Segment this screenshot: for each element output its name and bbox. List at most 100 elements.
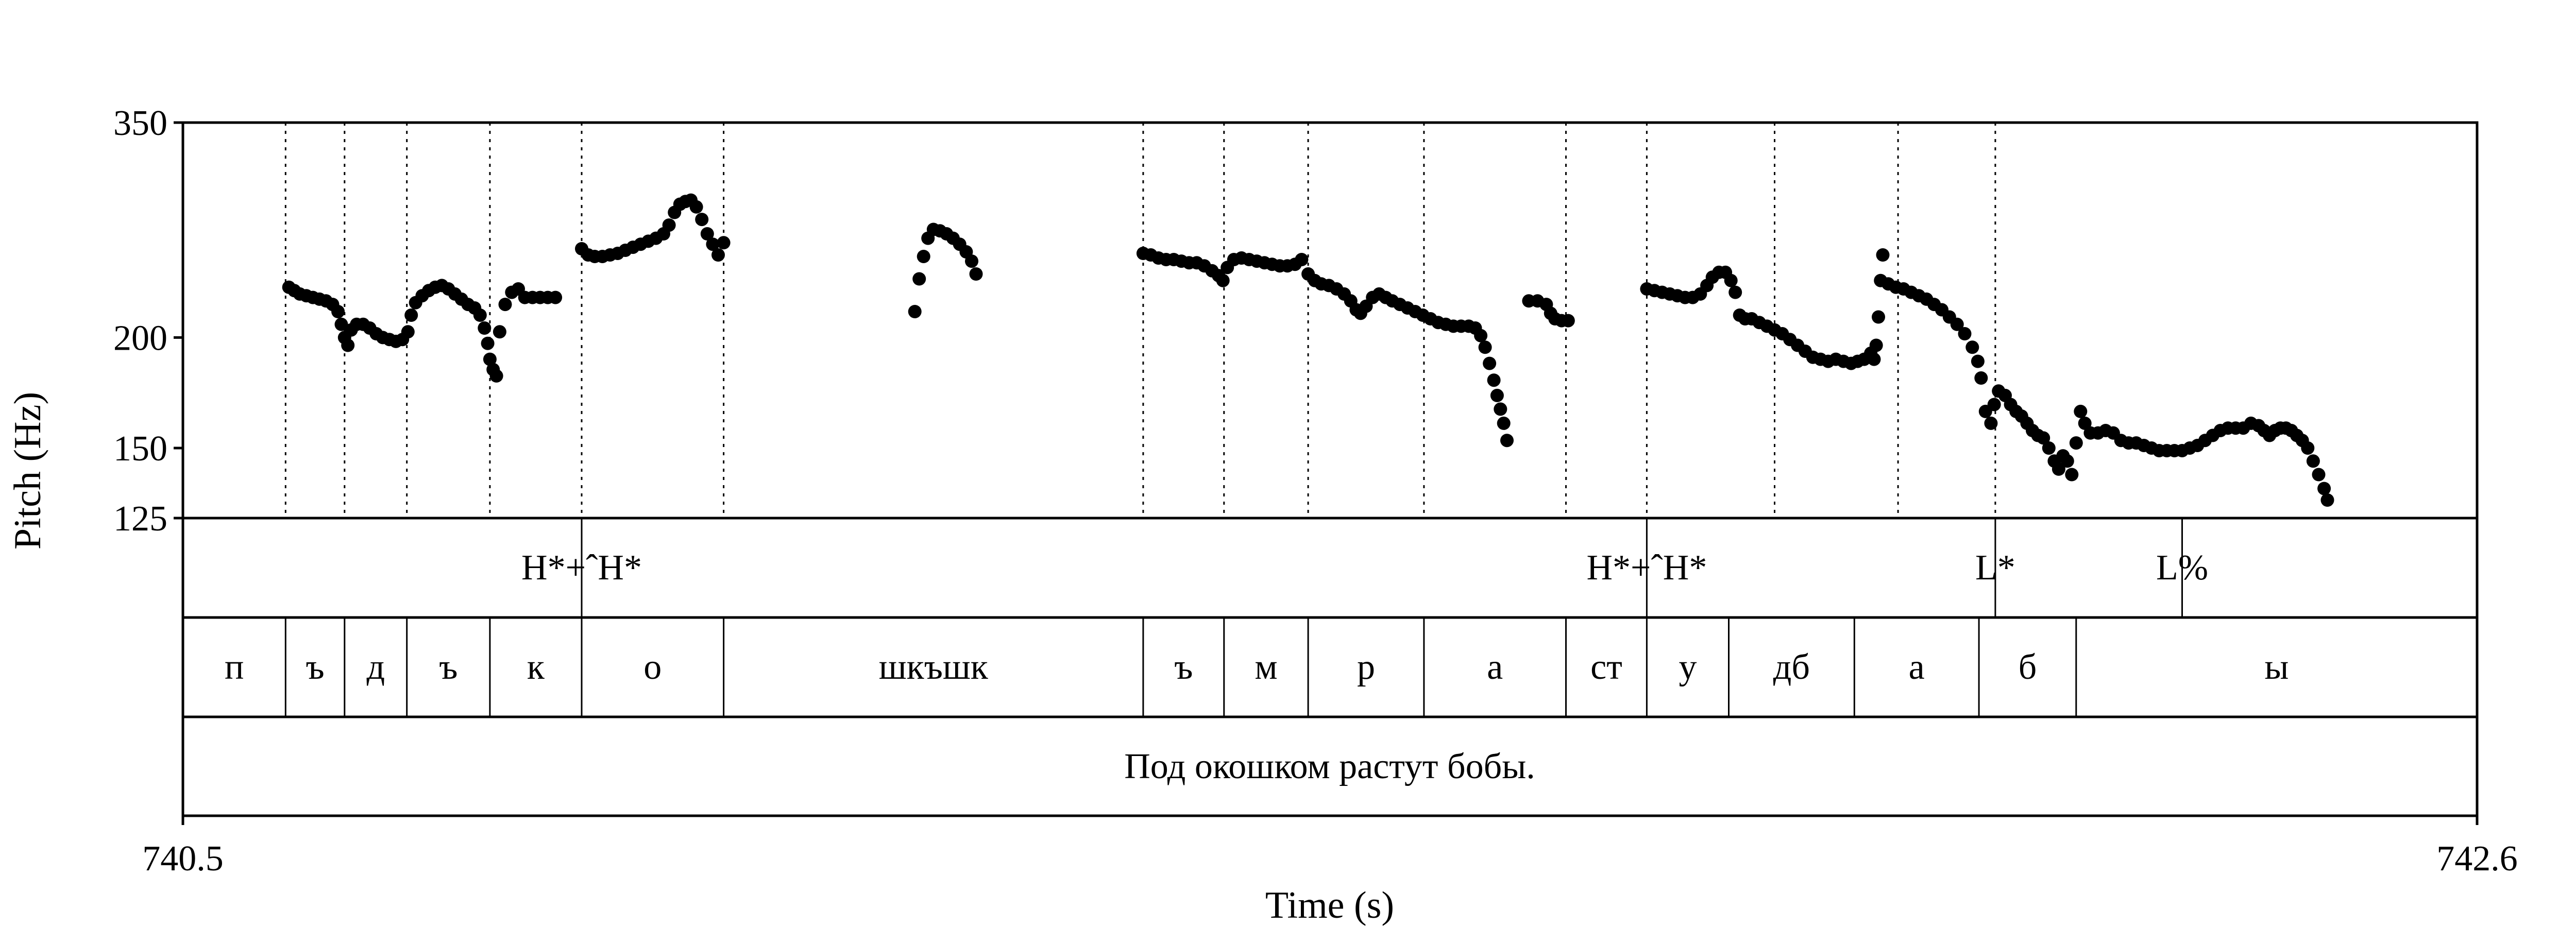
sentence-label: Под окошком растут бобы. bbox=[1124, 747, 1535, 786]
pitch-point bbox=[2078, 416, 2092, 430]
pitch-point bbox=[1487, 373, 1501, 387]
y-axis-title: Pitch (Hz) bbox=[7, 392, 49, 550]
pitch-point bbox=[2069, 436, 2083, 450]
pitch-point bbox=[1984, 416, 1998, 430]
segment-label: м bbox=[1255, 647, 1277, 687]
pitch-point bbox=[1295, 253, 1309, 266]
pitch-point bbox=[404, 308, 418, 322]
segment-label: у bbox=[1679, 647, 1697, 687]
pitch-point bbox=[2312, 468, 2326, 482]
pitch-point bbox=[1724, 273, 1738, 287]
pitch-point bbox=[695, 213, 709, 227]
segment-label: а bbox=[1487, 647, 1503, 687]
pitch-point bbox=[1216, 273, 1230, 287]
x-tick-label-end: 742.6 bbox=[2436, 839, 2518, 879]
segment-label: б bbox=[2019, 647, 2037, 687]
y-tick-label: 150 bbox=[113, 429, 167, 469]
pitch-point bbox=[1478, 340, 1492, 354]
pitch-point bbox=[1869, 338, 1883, 352]
pitch-point bbox=[700, 227, 714, 241]
pitch-point bbox=[1474, 329, 1488, 342]
pitch-point bbox=[2037, 431, 2050, 445]
pitch-point bbox=[2301, 441, 2315, 455]
pitch-point bbox=[912, 272, 926, 286]
y-tick-label: 125 bbox=[113, 499, 167, 539]
pitch-point bbox=[401, 325, 415, 339]
pitch-point bbox=[2042, 441, 2056, 455]
tone-labels: H*+ˆH* H*+ˆH* L* L% bbox=[521, 518, 2208, 617]
pitch-point bbox=[662, 218, 676, 232]
y-tick-label: 350 bbox=[113, 104, 167, 143]
segment-boundary-guides bbox=[284, 123, 1996, 518]
segment-label: шкъшк bbox=[879, 647, 989, 687]
segment-label: ъ bbox=[306, 647, 324, 687]
pitch-point bbox=[1500, 434, 1514, 448]
pitch-point bbox=[341, 338, 355, 352]
pitch-contour bbox=[282, 193, 2334, 507]
pitch-point bbox=[481, 336, 495, 350]
x-axis-title: Time (s) bbox=[1265, 884, 1394, 926]
pitch-point bbox=[478, 321, 492, 335]
pitch-point bbox=[2074, 404, 2088, 418]
segment-label: п bbox=[225, 647, 244, 687]
segment-label: ъ bbox=[439, 647, 457, 687]
tone-label: H*+ˆH* bbox=[521, 548, 642, 588]
pitch-point bbox=[917, 250, 930, 263]
pitch-point bbox=[1971, 354, 1985, 368]
pitch-point bbox=[1950, 317, 1964, 331]
pitch-point bbox=[2320, 493, 2334, 507]
pitch-point bbox=[1872, 310, 1885, 324]
y-tick-label: 200 bbox=[113, 318, 167, 358]
pitch-point bbox=[2306, 454, 2320, 468]
pitch-point bbox=[1876, 248, 1890, 262]
segment-label: ст bbox=[1590, 647, 1622, 687]
pitch-point bbox=[2052, 462, 2065, 476]
tone-label: L* bbox=[1975, 548, 2015, 588]
segment-label: р bbox=[1357, 647, 1375, 687]
tone-label: H*+ˆH* bbox=[1586, 548, 1707, 588]
pitch-point bbox=[2060, 454, 2074, 468]
pitch-point bbox=[489, 369, 503, 383]
pitch-point bbox=[1958, 327, 1972, 340]
pitch-point bbox=[473, 308, 487, 322]
pitch-point bbox=[1497, 416, 1511, 430]
segment-label: о bbox=[643, 647, 662, 687]
segment-label: ъ bbox=[1174, 647, 1193, 687]
pitch-point bbox=[2317, 482, 2331, 495]
pitch-point bbox=[969, 267, 983, 281]
pitch-point bbox=[483, 352, 497, 366]
pitch-point bbox=[1987, 398, 2001, 411]
pitch-point bbox=[1974, 371, 1988, 385]
pitch-point bbox=[1561, 314, 1575, 328]
pitch-point bbox=[965, 254, 978, 268]
sentence-tier bbox=[181, 715, 2479, 817]
segment-label: к bbox=[527, 647, 545, 687]
pitch-point bbox=[331, 305, 345, 318]
pitch-point bbox=[549, 290, 563, 304]
pitch-point bbox=[1490, 388, 1504, 402]
pitch-point bbox=[498, 298, 512, 312]
y-axis: 350 200 150 125 bbox=[113, 104, 183, 539]
segment-label: д bbox=[366, 647, 385, 687]
pitch-point bbox=[1867, 352, 1881, 366]
pitch-point bbox=[1494, 402, 1507, 416]
pitch-point bbox=[2065, 468, 2079, 482]
x-tick-label-start: 740.5 bbox=[142, 839, 224, 879]
pitch-point bbox=[706, 237, 720, 251]
segment-label: а bbox=[1909, 647, 1925, 687]
pitch-point bbox=[334, 317, 348, 331]
segment-label: дб bbox=[1773, 647, 1810, 687]
pitch-point bbox=[711, 248, 725, 262]
pitch-point bbox=[493, 325, 506, 339]
pitch-point bbox=[717, 236, 731, 250]
pitch-point bbox=[1728, 285, 1742, 299]
pitch-plot-frame bbox=[181, 121, 2479, 520]
segment-labels: п ъ д ъ к о шкъшк ъ м р а ст у дб а б ы bbox=[225, 617, 2289, 717]
pitch-point bbox=[908, 305, 922, 318]
tone-label: L% bbox=[2156, 548, 2208, 588]
pitch-point bbox=[1965, 340, 1979, 354]
pitch-point bbox=[1483, 356, 1497, 370]
pitch-point bbox=[689, 200, 703, 214]
segment-label: ы bbox=[2264, 647, 2289, 687]
